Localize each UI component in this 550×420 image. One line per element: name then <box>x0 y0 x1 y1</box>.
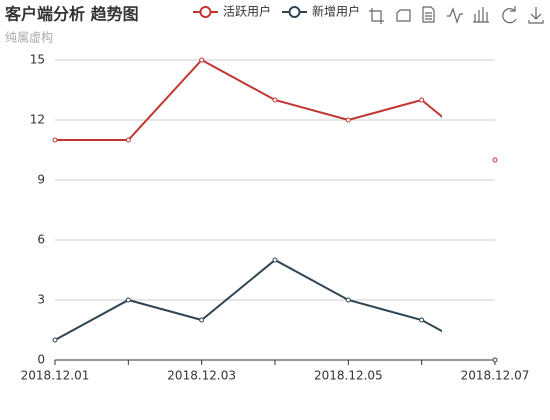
tool-line[interactable] <box>447 7 463 24</box>
data-point <box>345 117 351 123</box>
data-point <box>492 357 498 363</box>
data-point <box>419 317 425 323</box>
series-line <box>55 58 442 141</box>
data-point <box>272 97 278 103</box>
series-line <box>54 258 442 341</box>
y-tick-label: 12 <box>30 113 45 127</box>
data-point <box>199 57 205 63</box>
toolbox <box>369 6 544 24</box>
legend-symbol <box>288 6 301 18</box>
data-point <box>52 337 58 343</box>
legend-label: 活跃用户 <box>223 4 271 19</box>
y-tick-label: 6 <box>37 233 45 247</box>
tool-zoom[interactable] <box>369 8 384 24</box>
tool-zoom-back[interactable] <box>396 9 411 22</box>
chart-title: 客户端分析 趋势图 <box>5 5 139 24</box>
y-tick-label: 3 <box>37 293 45 307</box>
data-point <box>52 137 58 143</box>
x-tick-label: 2018.12.01 <box>21 369 90 383</box>
x-tick-label: 2018.12.07 <box>461 369 530 383</box>
data-point <box>492 157 498 163</box>
tool-save[interactable] <box>528 7 544 24</box>
tool-bar[interactable] <box>473 7 489 23</box>
y-tick-label: 15 <box>30 53 45 67</box>
data-point <box>345 297 351 303</box>
y-tick-label: 0 <box>37 353 45 367</box>
y-tick-label: 9 <box>37 173 45 187</box>
legend-label: 新增用户 <box>312 4 360 19</box>
data-point <box>272 257 278 263</box>
x-tick-label: 2018.12.05 <box>314 369 383 383</box>
chart-subtitle: 纯属虚构 <box>5 30 53 45</box>
tool-data-view[interactable] <box>422 6 435 23</box>
x-tick-label: 2018.12.03 <box>167 369 236 383</box>
tool-restore[interactable] <box>502 6 517 24</box>
legend-symbol <box>199 6 212 18</box>
data-point <box>125 137 131 143</box>
data-point <box>199 317 205 323</box>
data-point <box>125 297 131 303</box>
data-point <box>419 97 425 103</box>
